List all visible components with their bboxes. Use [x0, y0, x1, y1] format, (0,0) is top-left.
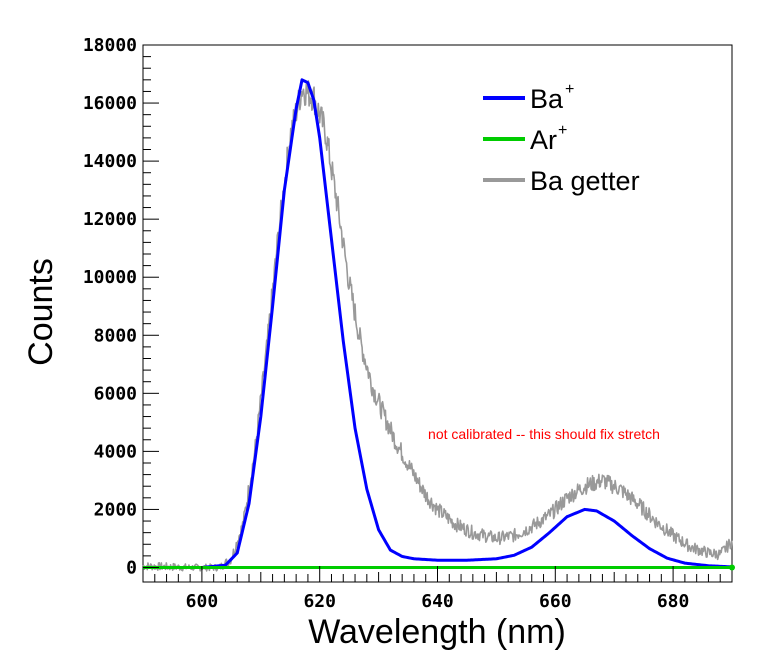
y-tick-label: 6000: [94, 383, 137, 404]
legend-label: Ba getter: [530, 166, 640, 196]
legend-superscript: +: [565, 81, 574, 98]
y-axis-title: Counts: [22, 258, 60, 366]
y-tick-label: 14000: [83, 151, 137, 172]
x-tick-label: 640: [421, 591, 454, 612]
series-endpoint-ar: [729, 564, 735, 571]
legend-label: Ba: [530, 84, 564, 114]
y-tick-label: 10000: [83, 267, 137, 288]
series-line-ba: [142, 78, 733, 569]
x-tick-label: 680: [657, 591, 690, 612]
x-axis-title: Wavelength (nm): [308, 613, 566, 651]
x-tick-label: 660: [539, 591, 572, 612]
x-tick-label: 620: [303, 591, 336, 612]
legend: Ba +Ar +Ba getter: [483, 81, 640, 196]
y-tick-label: 0: [126, 557, 137, 578]
y-tick-label: 4000: [94, 441, 137, 462]
y-tick-label: 2000: [94, 499, 137, 520]
y-tick-label: 16000: [83, 93, 137, 114]
legend-superscript: +: [558, 122, 567, 139]
y-tick-label: 12000: [83, 209, 137, 230]
series-layer: [142, 78, 735, 572]
legend-label: Ar: [530, 125, 557, 155]
x-tick-label: 600: [186, 591, 219, 612]
annotation-text: not calibrated -- this should fix stretc…: [428, 426, 660, 442]
y-tick-label: 18000: [83, 35, 137, 56]
series-line-ba-getter: [142, 80, 733, 572]
y-tick-label: 8000: [94, 325, 137, 346]
axes: 600 620 640 660 680 0 2000 4000 6000 8000 10000 120…: [83, 35, 733, 612]
